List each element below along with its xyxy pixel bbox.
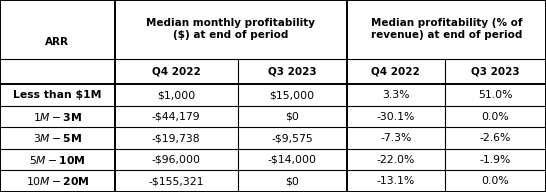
Text: $0: $0 xyxy=(285,176,299,186)
Text: -$14,000: -$14,000 xyxy=(268,155,317,165)
Text: -30.1%: -30.1% xyxy=(377,112,415,122)
Text: -$19,738: -$19,738 xyxy=(152,133,200,143)
Text: $10M - $20M: $10M - $20M xyxy=(26,175,89,187)
Text: -13.1%: -13.1% xyxy=(377,176,415,186)
Text: $3M - $5M: $3M - $5M xyxy=(33,132,82,144)
Text: 0.0%: 0.0% xyxy=(482,112,509,122)
Text: $0: $0 xyxy=(285,112,299,122)
Text: $1M - $3M: $1M - $3M xyxy=(33,111,82,123)
Text: Less than $1M: Less than $1M xyxy=(13,90,102,100)
Text: -22.0%: -22.0% xyxy=(377,155,415,165)
Text: 3.3%: 3.3% xyxy=(382,90,410,100)
Text: -$155,321: -$155,321 xyxy=(149,176,204,186)
Text: -1.9%: -1.9% xyxy=(480,155,511,165)
Text: -$9,575: -$9,575 xyxy=(271,133,313,143)
Text: 51.0%: 51.0% xyxy=(478,90,513,100)
Text: -2.6%: -2.6% xyxy=(480,133,511,143)
Text: Q4 2022: Q4 2022 xyxy=(371,66,420,77)
Text: Q3 2023: Q3 2023 xyxy=(471,66,520,77)
Text: Median profitability (% of
revenue) at end of period: Median profitability (% of revenue) at e… xyxy=(371,18,522,40)
Text: 0.0%: 0.0% xyxy=(482,176,509,186)
Text: $5M - $10M: $5M - $10M xyxy=(29,154,86,166)
Text: -7.3%: -7.3% xyxy=(380,133,412,143)
Text: $15,000: $15,000 xyxy=(270,90,314,100)
Text: -$44,179: -$44,179 xyxy=(152,112,200,122)
Text: $1,000: $1,000 xyxy=(157,90,195,100)
Text: ARR: ARR xyxy=(45,37,69,47)
Text: -$96,000: -$96,000 xyxy=(152,155,200,165)
Text: Median monthly profitability
($) at end of period: Median monthly profitability ($) at end … xyxy=(146,18,315,40)
Text: Q3 2023: Q3 2023 xyxy=(268,66,317,77)
Text: Q4 2022: Q4 2022 xyxy=(152,66,200,77)
